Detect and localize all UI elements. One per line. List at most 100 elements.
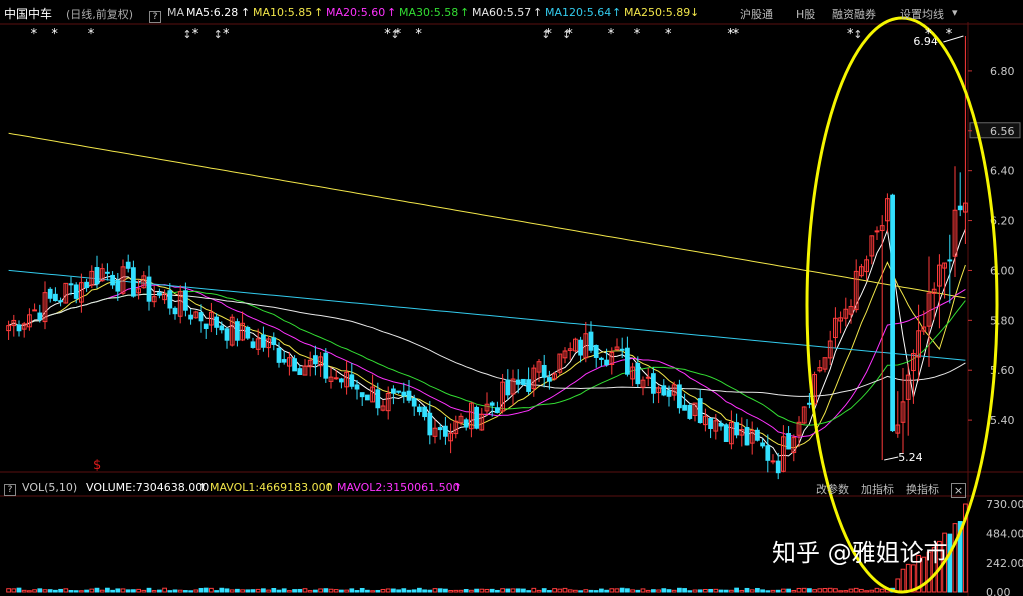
volume-bar xyxy=(27,590,32,593)
arrow-up-icon: ↑ xyxy=(324,481,334,494)
candle-body xyxy=(651,373,656,394)
volume-bar xyxy=(848,588,854,593)
candle-body xyxy=(614,346,620,351)
event-star-marker: * xyxy=(727,27,734,42)
candle-body xyxy=(328,376,334,382)
volume-bar xyxy=(625,588,630,593)
volume-bar xyxy=(801,587,807,593)
candle-body xyxy=(188,314,193,320)
event-arrow-marker: ↕ xyxy=(853,28,862,41)
ma120-value: MA120:5.64 xyxy=(545,6,612,19)
candle-body xyxy=(713,420,719,432)
stock-name[interactable]: 中国中车 xyxy=(4,7,53,21)
volume-bar xyxy=(333,589,339,593)
volume-bar xyxy=(177,589,183,593)
candle-body xyxy=(411,398,417,407)
volume-bar xyxy=(879,588,885,593)
ma30-value: MA30:5.58 xyxy=(399,6,459,19)
volume-bar xyxy=(172,589,178,593)
h-share-button[interactable]: H股 xyxy=(796,8,816,21)
candle-body xyxy=(578,339,583,356)
event-star-marker: * xyxy=(31,27,38,42)
volume-bar xyxy=(198,587,204,593)
volume-bar xyxy=(749,589,755,593)
candle-body xyxy=(443,425,448,437)
volume-bar xyxy=(297,588,303,593)
arrow-up-icon: ↑ xyxy=(453,481,463,494)
ma10-line xyxy=(8,261,966,449)
event-star-marker: * xyxy=(925,27,932,42)
candle-body xyxy=(479,413,485,431)
volume-bar xyxy=(292,589,297,593)
volume-bar xyxy=(671,589,677,593)
candle-body xyxy=(859,266,864,277)
volume-bar xyxy=(770,589,776,593)
volume-bar xyxy=(635,589,641,593)
volume-bar xyxy=(807,588,812,593)
candle-body xyxy=(365,394,370,401)
volume-bar xyxy=(521,588,526,593)
event-star-marker: * xyxy=(733,27,740,42)
candle-body xyxy=(879,225,885,232)
candle-body xyxy=(354,384,360,390)
candle-body xyxy=(339,378,344,383)
margin-trading-button[interactable]: 融资融券 xyxy=(832,8,876,21)
candle-body xyxy=(427,412,433,436)
candle-body xyxy=(562,350,568,359)
candle-body xyxy=(697,398,703,424)
highlight-ellipse xyxy=(805,16,999,594)
candle-body xyxy=(458,415,464,424)
candle-body xyxy=(609,351,615,366)
volume-bar xyxy=(661,588,667,593)
candle-body xyxy=(869,235,875,257)
volume-bar xyxy=(73,590,79,593)
volume-bar xyxy=(302,588,308,593)
change-params-button[interactable]: 改参数 xyxy=(816,483,849,496)
candle-body xyxy=(827,340,833,359)
volume-bar xyxy=(255,588,261,593)
switch-indicator-button[interactable]: 换指标 xyxy=(906,483,939,496)
volume-bar xyxy=(515,588,521,593)
candle-body xyxy=(261,334,266,348)
volume-bar xyxy=(94,587,100,593)
candle-body xyxy=(911,353,916,372)
volume-bar xyxy=(682,588,687,593)
volume-bar xyxy=(287,590,292,593)
candle-body xyxy=(141,275,147,289)
candle-body xyxy=(79,282,84,303)
chevron-down-icon[interactable]: ▾ xyxy=(952,6,958,19)
candle-body xyxy=(682,404,687,411)
candle-body xyxy=(760,442,765,447)
ma-settings-button[interactable]: 设置均线 xyxy=(900,8,944,21)
volume-bar xyxy=(775,589,781,593)
candle-body xyxy=(687,404,693,419)
volume-bar xyxy=(755,587,760,593)
volume-bar xyxy=(765,590,771,593)
volume-bar xyxy=(349,588,355,593)
candle-body xyxy=(209,311,214,326)
volume-bar xyxy=(703,589,708,593)
volume-bar xyxy=(136,588,141,593)
candle-body xyxy=(942,262,947,269)
volume-bar xyxy=(489,588,495,593)
volume-bar xyxy=(406,589,412,593)
volume-bar xyxy=(53,589,58,593)
volume-bar xyxy=(125,589,131,593)
add-indicator-button[interactable]: 加指标 xyxy=(861,483,894,496)
volume-bar xyxy=(931,547,937,593)
candle-body xyxy=(916,330,921,358)
volume-tick-label: 484.00 xyxy=(986,528,1023,541)
period-label[interactable]: (日线,前复权) xyxy=(66,8,134,21)
candle-body xyxy=(63,282,69,304)
volume-bar xyxy=(692,589,698,593)
candle-body xyxy=(385,393,391,412)
price-tick-label: 6.20 xyxy=(990,215,1015,228)
volume-bar xyxy=(162,587,167,593)
hk-connect-button[interactable]: 沪股通 xyxy=(740,8,773,21)
volume-bar xyxy=(567,589,573,593)
event-star-marker: * xyxy=(946,27,953,42)
candle-body xyxy=(151,296,157,303)
volume-bar xyxy=(359,587,365,593)
candle-body xyxy=(484,403,490,412)
